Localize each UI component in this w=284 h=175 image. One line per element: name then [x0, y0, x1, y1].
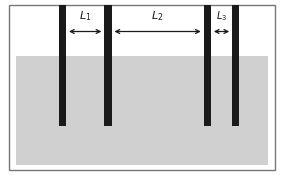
Text: $L_3$: $L_3$ [216, 9, 227, 23]
Bar [232, 5, 239, 126]
Bar [204, 5, 211, 126]
Bar [16, 56, 268, 165]
Bar [59, 5, 66, 126]
Bar [104, 5, 112, 126]
Text: $L_1$: $L_1$ [79, 9, 91, 23]
Text: $L_2$: $L_2$ [151, 9, 164, 23]
